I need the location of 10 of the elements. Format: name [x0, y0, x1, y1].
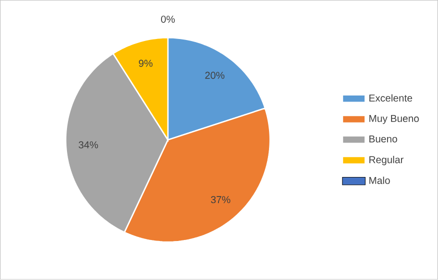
legend-label: Excelente	[369, 94, 412, 102]
legend-label: Regular	[369, 156, 404, 166]
legend-label: Bueno	[369, 136, 398, 143]
legend-label: Muy Bueno	[369, 115, 419, 124]
legend-label: Malo	[369, 176, 390, 184]
text: 0%	[161, 16, 175, 23]
data-label: 9%	[138, 60, 153, 67]
data-label: 20%	[205, 72, 224, 80]
data-label: 34%	[78, 141, 98, 149]
data-label: 37%	[210, 196, 230, 204]
